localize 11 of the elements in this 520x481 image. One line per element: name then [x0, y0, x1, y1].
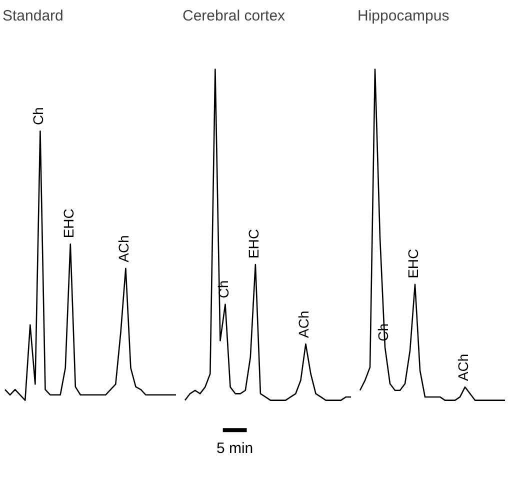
annotation: EHC [245, 228, 262, 259]
chart-title: Standard [2, 8, 64, 24]
annotation: EHC [405, 248, 421, 278]
annotation: ACh [116, 235, 132, 262]
annotation: Ch [30, 107, 46, 126]
text: 5 min [216, 440, 254, 458]
annotation: EHC [60, 208, 76, 238]
annotation: ACh [455, 354, 471, 382]
chart-title: Cerebral cortex [182, 8, 286, 24]
chart-title: Hippocampus [358, 8, 450, 24]
annotation: ACh [296, 310, 312, 338]
